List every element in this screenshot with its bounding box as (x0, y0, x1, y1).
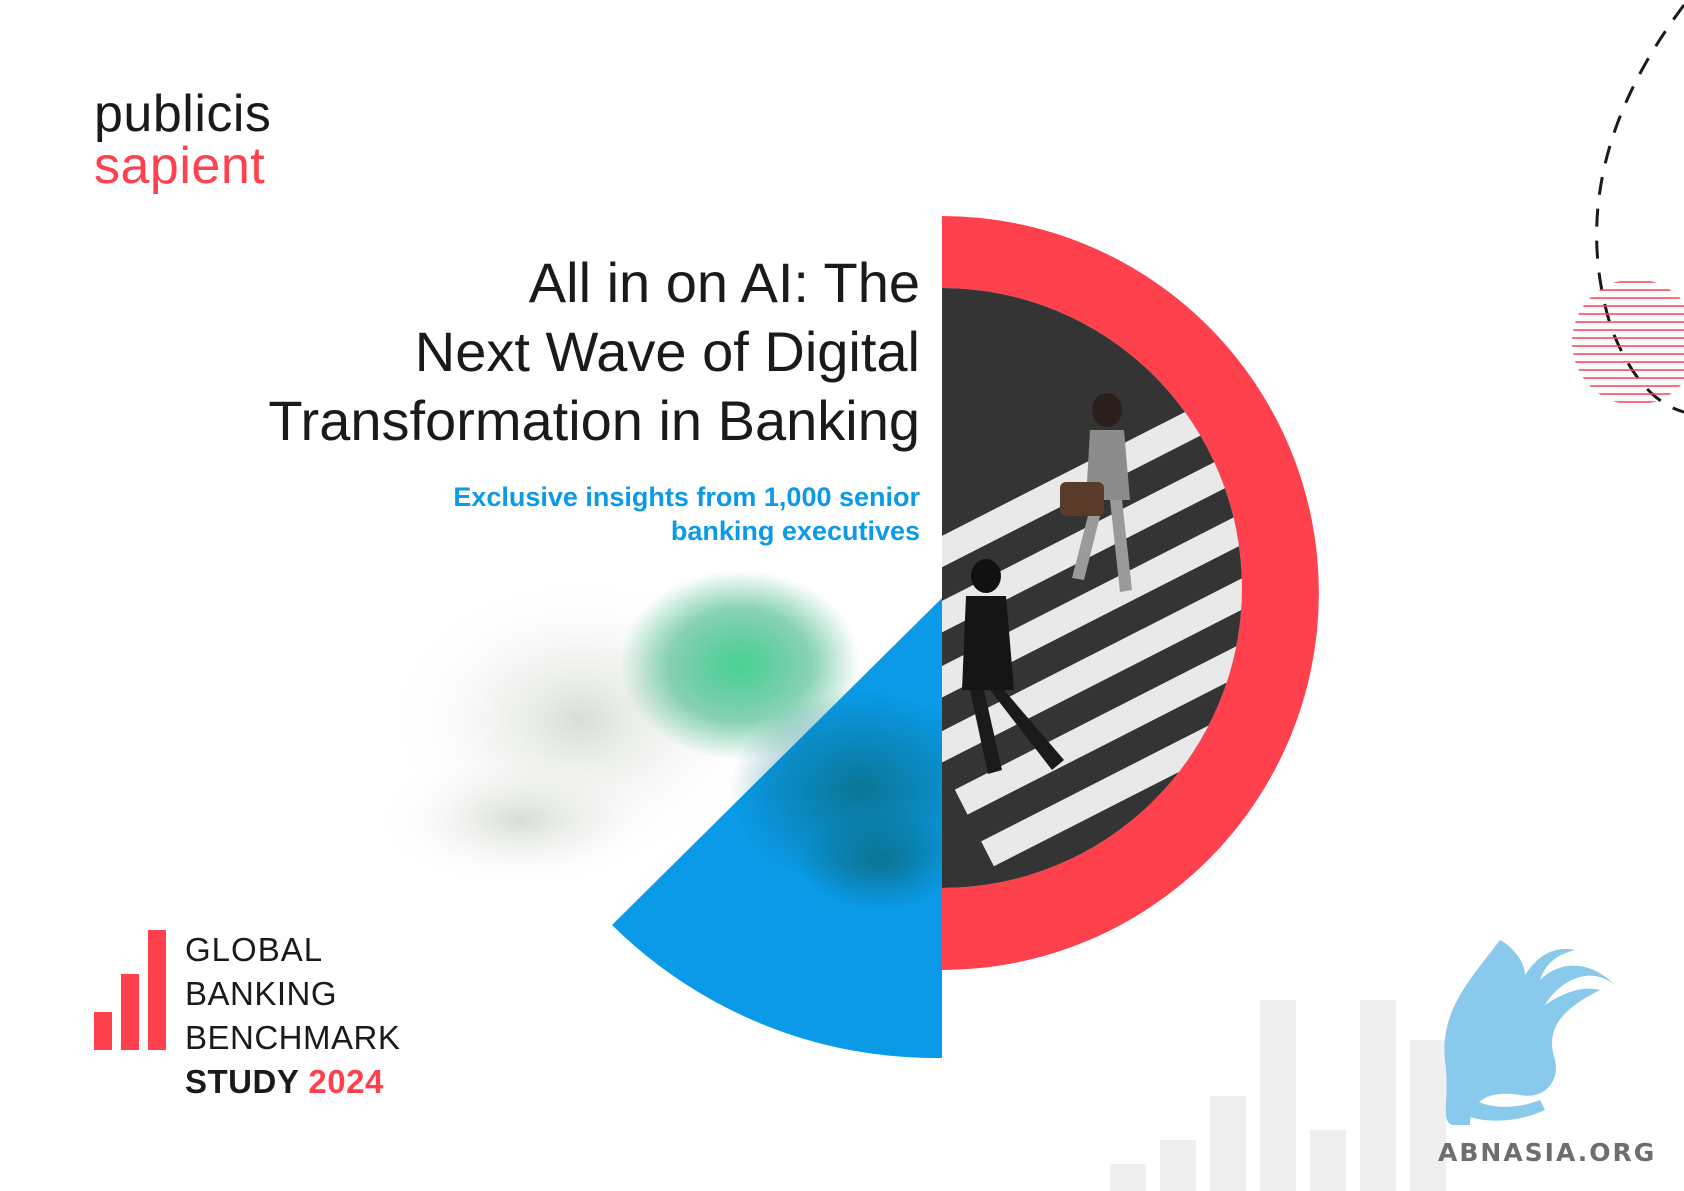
title-line-3: Transformation in Banking (268, 389, 920, 452)
brand-line-2: sapient (94, 137, 266, 195)
bar-chart-icon (94, 930, 166, 1050)
red-ring (942, 216, 1319, 970)
brand-line-1: publicis (94, 85, 272, 143)
title-line-2: Next Wave of Digital (414, 320, 920, 383)
particle-cloud (370, 570, 860, 890)
badge-line-3: BENCHMARK (185, 1019, 401, 1056)
title-line-1: All in on AI: The (528, 251, 920, 314)
striped-circle (1572, 281, 1684, 403)
pedestrian-woman (1060, 393, 1132, 592)
dashed-arc (1595, 4, 1684, 414)
cover-subtitle: Exclusive insights from 1,000 senior ban… (360, 480, 920, 548)
background-bars (1110, 1000, 1446, 1191)
brand-logo: publicis sapient (94, 88, 271, 192)
cover-title: All in on AI: The Next Wave of Digital T… (220, 248, 920, 455)
badge-line-4: STUDY 2024 (185, 1060, 400, 1104)
benchmark-badge: GLOBAL BANKING BENCHMARK STUDY 2024 (185, 928, 400, 1104)
subtitle-line-2: banking executives (670, 516, 920, 546)
badge-line-2: BANKING (185, 975, 338, 1012)
badge-line-1: GLOBAL (185, 931, 324, 968)
badge-year: 2024 (308, 1063, 384, 1100)
subtitle-line-1: Exclusive insights from 1,000 senior (453, 482, 920, 512)
griffin-watermark-icon (1444, 940, 1615, 1125)
badge-study: STUDY (185, 1063, 299, 1100)
pedestrian-man (962, 559, 1064, 774)
watermark-text: ABNASIA.ORG (1438, 1138, 1657, 1167)
